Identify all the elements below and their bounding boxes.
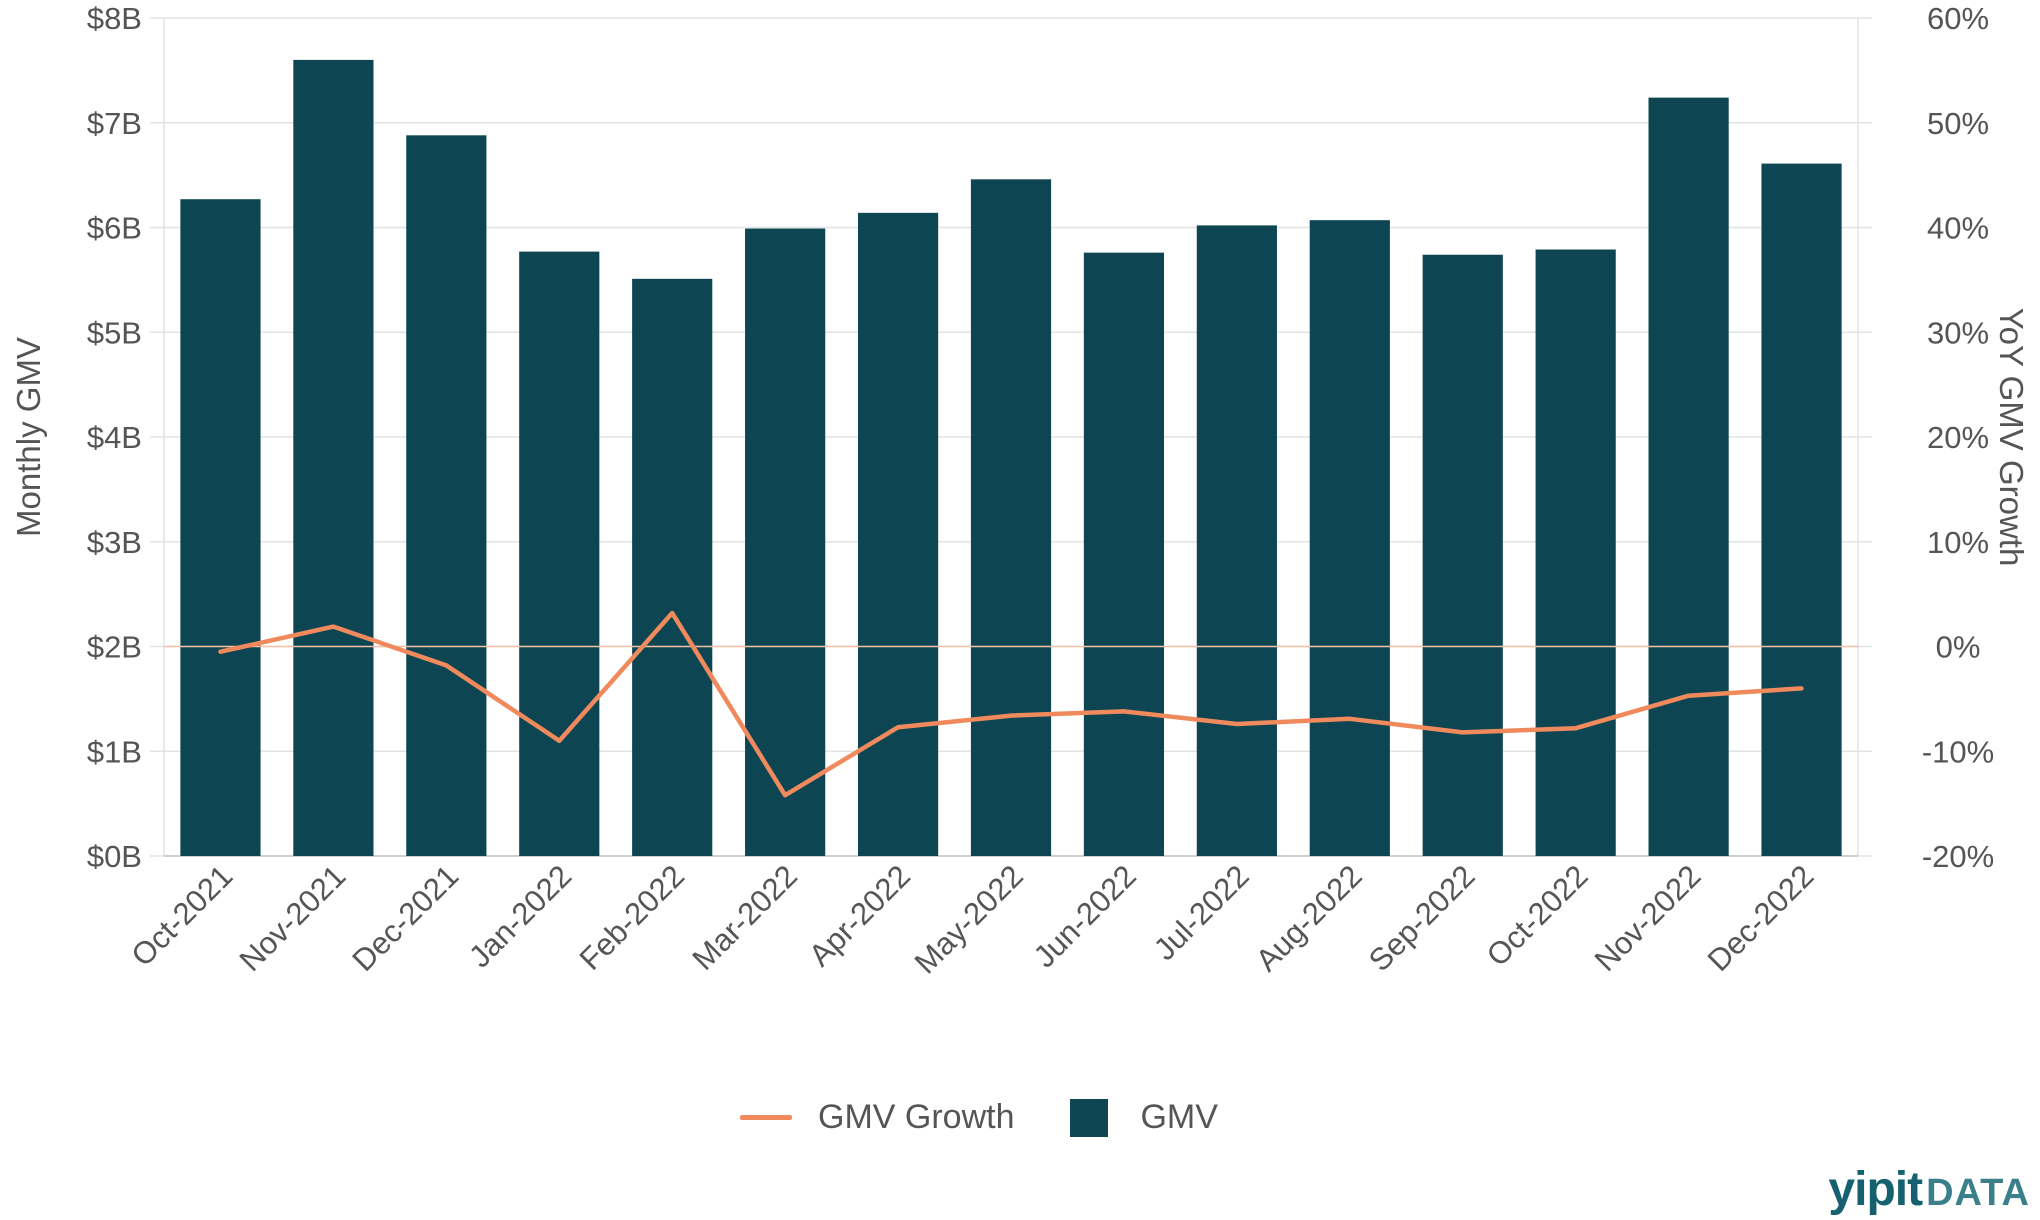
y-right-tick-label: 50% — [1927, 106, 1989, 141]
logo-sub-text: DATA — [1926, 1172, 2030, 1214]
x-tick-label: Jun-2022 — [1027, 858, 1143, 974]
x-tick-label: Oct-2022 — [1480, 858, 1595, 973]
y-right-tick-label: -20% — [1922, 839, 1994, 874]
y-left-tick-label: $4B — [87, 420, 142, 455]
y-left-tick-label: $5B — [87, 315, 142, 350]
y-left-tick-label: $6B — [87, 211, 142, 246]
bar-gmv — [1083, 252, 1165, 856]
x-tick-label: Jan-2022 — [462, 858, 578, 974]
bar-gmv — [632, 278, 713, 856]
bar-gmv — [1535, 249, 1616, 856]
x-tick-label: Aug-2022 — [1249, 858, 1369, 978]
x-tick-label: Jul-2022 — [1147, 858, 1256, 967]
y-right-tick-label: 20% — [1927, 420, 1989, 455]
x-tick-label: Dec-2022 — [1701, 858, 1821, 978]
bar-gmv — [1309, 220, 1390, 857]
x-tick-label: Nov-2021 — [233, 858, 353, 978]
y-right-axis-title: YoY GMV Growth — [1993, 308, 2030, 567]
legend-item-gmv[interactable]: GMV — [1070, 1098, 1218, 1137]
x-tick-label: Feb-2022 — [573, 858, 692, 977]
legend-label-gmv-growth: GMV Growth — [818, 1098, 1015, 1136]
legend-line-swatch — [740, 1115, 792, 1120]
bar-gmv — [857, 212, 939, 856]
y-left-tick-label: $0B — [87, 839, 142, 874]
x-tick-label: Oct-2021 — [125, 858, 240, 973]
y-right-tick-label: 60% — [1927, 1, 1989, 36]
bar-gmv — [293, 59, 374, 856]
y-left-tick-label: $7B — [87, 106, 142, 141]
y-left-tick-label: $2B — [87, 630, 142, 665]
x-tick-label: Dec-2021 — [345, 858, 465, 978]
legend-bar-swatch — [1070, 1098, 1109, 1137]
bar-gmv — [745, 228, 826, 857]
legend: GMV Growth GMV — [740, 1098, 1274, 1137]
y-right-tick-label: 0% — [1936, 630, 1981, 665]
y-right-tick-label: 10% — [1927, 525, 1989, 560]
legend-label-gmv: GMV — [1140, 1098, 1218, 1136]
bar-gmv — [1196, 225, 1277, 856]
bar-gmv — [1422, 254, 1503, 857]
bar-gmv — [970, 179, 1052, 856]
bar-gmv — [1761, 163, 1842, 857]
x-tick-label: Apr-2022 — [802, 858, 917, 973]
logo-main-text: yipit — [1828, 1163, 1923, 1216]
y-right-tick-label: 30% — [1927, 315, 1989, 350]
legend-item-gmv-growth[interactable]: GMV Growth — [740, 1098, 1014, 1137]
brand-logo: yipit DATA — [1828, 1162, 2030, 1217]
y-left-tick-label: $8B — [87, 1, 142, 36]
x-tick-label: Mar-2022 — [686, 858, 805, 977]
y-right-tick-label: 40% — [1927, 211, 1989, 246]
x-tick-label: May-2022 — [908, 858, 1030, 980]
line-gmv-growth — [218, 610, 1804, 798]
y-right-tick-label: -10% — [1922, 734, 1994, 769]
y-left-axis-title: Monthly GMV — [10, 337, 47, 537]
x-tick-label: Sep-2022 — [1362, 858, 1482, 978]
bar-gmv — [519, 251, 600, 856]
bar-gmv — [406, 135, 487, 856]
bar-gmv — [1648, 97, 1729, 857]
y-left-tick-label: $1B — [87, 734, 142, 769]
y-left-tick-label: $3B — [87, 525, 142, 560]
x-tick-label: Nov-2022 — [1588, 858, 1708, 978]
bar-gmv — [180, 199, 261, 856]
